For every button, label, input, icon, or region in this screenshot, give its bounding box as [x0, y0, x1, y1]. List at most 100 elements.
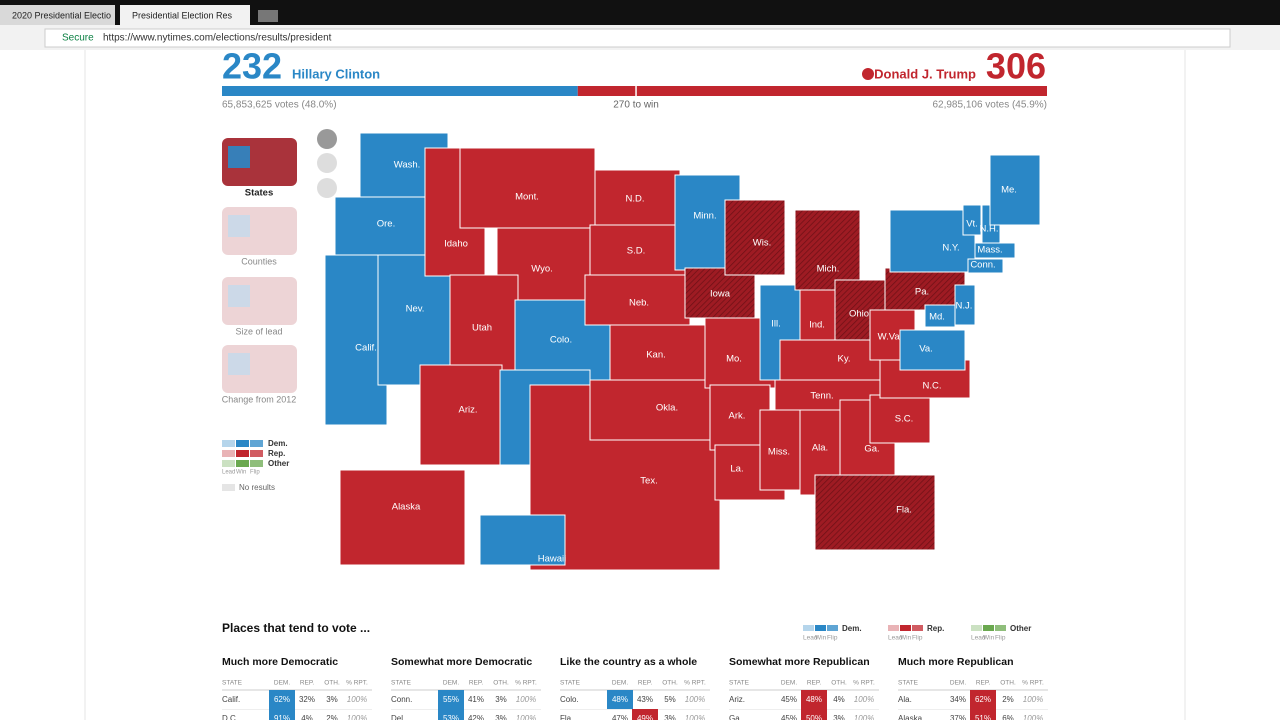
- state-label: N.C.: [923, 381, 942, 392]
- zoom-in[interactable]: [317, 129, 337, 149]
- state-label: Calif.: [355, 343, 377, 354]
- new-tab[interactable]: [258, 10, 278, 22]
- no-results-swatch: [222, 484, 235, 491]
- win-label: 270 to win: [613, 100, 659, 111]
- state[interactable]: [889, 209, 976, 273]
- state[interactable]: [724, 199, 786, 276]
- cell: Ariz.: [729, 695, 745, 704]
- cell: Fla.: [560, 714, 573, 720]
- state[interactable]: [584, 274, 691, 326]
- cell: 4%: [833, 695, 845, 704]
- view-label[interactable]: States: [245, 188, 274, 199]
- state[interactable]: [899, 329, 966, 371]
- col-header: DEM.: [612, 680, 628, 687]
- view-label[interactable]: Counties: [241, 256, 277, 266]
- cell: 100%: [685, 695, 705, 704]
- legend-swatch: [222, 450, 235, 457]
- view-thumb-dem: [228, 353, 250, 375]
- cell: 3%: [326, 695, 338, 704]
- state[interactable]: [989, 154, 1041, 226]
- cell: 100%: [347, 695, 367, 704]
- state-label: Ore.: [377, 219, 395, 230]
- tab-title: Presidential Election Res: [132, 10, 233, 20]
- view-label[interactable]: Size of lead: [235, 326, 282, 336]
- col-header: OTH.: [493, 680, 509, 687]
- state[interactable]: [589, 224, 686, 278]
- state[interactable]: [684, 267, 756, 319]
- state[interactable]: [954, 284, 976, 326]
- legend-party: Other: [1010, 624, 1031, 633]
- winner-cell: [607, 690, 633, 709]
- state[interactable]: [324, 254, 388, 426]
- view-label[interactable]: Change from 2012: [222, 394, 297, 404]
- state-label: N.Y.: [942, 243, 959, 254]
- zoom-out[interactable]: [317, 153, 337, 173]
- cell: 62%: [975, 695, 991, 704]
- legend-swatch: [803, 625, 814, 631]
- state[interactable]: [609, 324, 711, 381]
- state[interactable]: [967, 258, 1004, 274]
- state[interactable]: [594, 169, 681, 228]
- reset[interactable]: [317, 178, 337, 198]
- state[interactable]: [339, 469, 466, 566]
- state-label: N.D.: [626, 194, 645, 205]
- cell: 100%: [516, 714, 536, 720]
- cell: 2%: [1002, 695, 1014, 704]
- legend-level: Lead: [888, 635, 903, 642]
- state-label: Neb.: [629, 298, 649, 309]
- state-label: Kan.: [646, 350, 666, 361]
- dem-bar: [222, 86, 578, 96]
- state[interactable]: [794, 209, 861, 291]
- rep-bar: [577, 86, 1047, 96]
- state-label: Alaska: [392, 502, 421, 513]
- legend-party: Rep.: [268, 449, 285, 458]
- state-label: Fla.: [896, 505, 912, 516]
- cell: 45%: [781, 714, 797, 720]
- state[interactable]: [974, 242, 1016, 259]
- state-label: S.D.: [627, 246, 645, 257]
- state-label: Mich.: [817, 264, 840, 275]
- state[interactable]: [589, 379, 711, 441]
- cell: 37%: [950, 714, 966, 720]
- cell: 100%: [854, 695, 874, 704]
- col-header: REP.: [976, 680, 991, 687]
- secure-label: Secure: [62, 33, 94, 44]
- cell: 53%: [443, 714, 459, 720]
- state[interactable]: [759, 409, 801, 491]
- group-title: Much more Democratic: [222, 656, 338, 668]
- state-label: Wyo.: [531, 264, 553, 275]
- cell: 100%: [1023, 714, 1043, 720]
- tab[interactable]: [120, 5, 250, 25]
- col-header: REP.: [469, 680, 484, 687]
- state[interactable]: [779, 339, 881, 381]
- legend-swatch: [900, 625, 911, 631]
- state-label: Hawaii: [538, 554, 567, 565]
- state[interactable]: [449, 274, 519, 376]
- state-label: Iowa: [710, 289, 731, 300]
- state[interactable]: [479, 514, 566, 566]
- cell: Conn.: [391, 695, 412, 704]
- state[interactable]: [814, 474, 936, 551]
- col-header: DEM.: [950, 680, 966, 687]
- state-label: Tex.: [640, 476, 657, 487]
- legend-swatch: [995, 625, 1006, 631]
- address-bar[interactable]: [44, 28, 1231, 48]
- state[interactable]: [869, 394, 931, 444]
- cell: 51%: [975, 714, 991, 720]
- col-header: REP.: [807, 680, 822, 687]
- no-results-label: No results: [239, 483, 275, 492]
- state-label: Ariz.: [459, 405, 478, 416]
- state-label: Mass.: [977, 245, 1002, 256]
- cell: 100%: [516, 695, 536, 704]
- cell: Del.: [391, 714, 405, 720]
- tab[interactable]: [0, 5, 115, 25]
- cell: 48%: [612, 695, 628, 704]
- state[interactable]: [377, 254, 459, 386]
- state[interactable]: [962, 204, 982, 236]
- legend-swatch: [236, 460, 249, 467]
- state[interactable]: [459, 147, 596, 229]
- view-thumb-dem: [228, 285, 250, 307]
- legend-swatch: [236, 450, 249, 457]
- cell: Colo.: [560, 695, 579, 704]
- winner-cell: [801, 690, 827, 709]
